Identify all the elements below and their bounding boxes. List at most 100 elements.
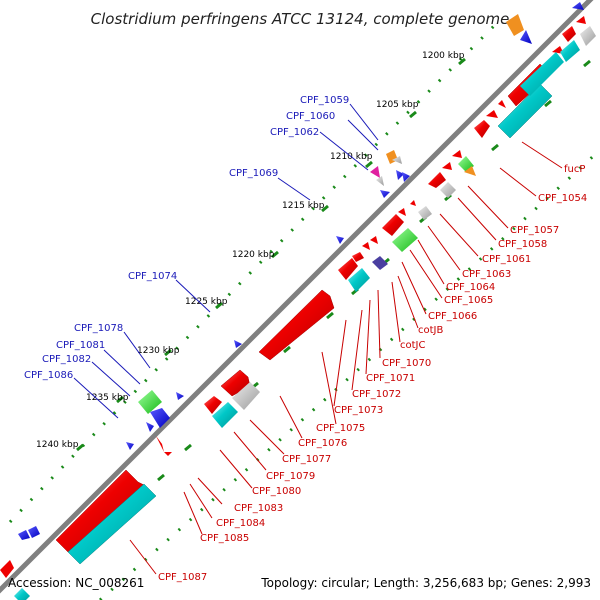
label-cotjc: cotJC [400, 340, 425, 351]
gene-cpf-1057 [442, 162, 452, 170]
label-fucp: fucP [564, 164, 585, 175]
gene-cpf-1071 [338, 258, 358, 280]
label-cpf-1064: CPF_1064 [446, 282, 495, 293]
outer-tick-ruler [8, 18, 502, 524]
gene-cpf-1058-gray [440, 182, 456, 198]
inner-tick-ruler [99, 148, 600, 600]
gene-cpf-1046-orange [506, 14, 524, 36]
label-cpf-1085: CPF_1085 [200, 533, 249, 544]
kbp-label-1235: 1235 kbp [86, 393, 129, 403]
gene-cpf-1062-blue [380, 190, 390, 198]
gene-cpf-1079 [156, 436, 164, 452]
kbp-label-1200: 1200 kbp [422, 51, 465, 61]
label-cpf-1060: CPF_1060 [286, 111, 335, 122]
left-leader-lines [73, 103, 379, 419]
gene-cpf-1088-blue-a [18, 530, 30, 540]
gene-cpf-1078-blue [176, 392, 184, 400]
label-cpf-1084: CPF_1084 [216, 518, 265, 529]
gene-cpf-1059-orange [386, 150, 398, 164]
gene-cpf-1061 [410, 200, 416, 206]
right-leader-lines [129, 141, 563, 575]
gene-cpf-1047-blue [520, 30, 532, 44]
reverse-strand-features [18, 2, 584, 540]
gene-cpf-1087-cyan [67, 483, 157, 565]
gene-cpf-1078-green [138, 390, 162, 414]
gene-cpf-1052-cyan [520, 52, 564, 96]
label-cpf-1070: CPF_1070 [382, 358, 431, 369]
gene-cpf-1062-pink [370, 166, 380, 178]
gene-cpf-1076-gray [232, 382, 260, 410]
gene-cpf-1059-blue [396, 170, 404, 180]
gene-cpf-1086-blue [126, 442, 134, 450]
label-cpf-1069: CPF_1069 [229, 168, 278, 179]
gene-cpf-1060-gray [392, 156, 402, 164]
gene-cpf-1049 [562, 26, 576, 42]
kbp-label-1220: 1220 kbp [232, 250, 275, 260]
gene-cpf-1081-blue [150, 408, 170, 428]
gene-cpf-1065 [392, 228, 418, 252]
misc-features [138, 14, 524, 414]
label-cpf-1073: CPF_1073 [334, 405, 383, 416]
label-cpf-1058: CPF_1058 [498, 239, 547, 250]
gene-cpf-1061-gray [418, 206, 432, 220]
label-cpf-1066: CPF_1066 [428, 311, 477, 322]
gene-cpf-1053 [486, 110, 498, 118]
gene-cpf-1060-blue [402, 172, 410, 182]
label-cpf-1062: CPF_1062 [270, 127, 319, 138]
gene-cpf-1049-gray [580, 26, 596, 46]
label-cpf-1077: CPF_1077 [282, 454, 331, 465]
gene-cpf-1048 [576, 16, 586, 24]
label-cpf-1075: CPF_1075 [316, 423, 365, 434]
label-cpf-1057: CPF_1057 [510, 225, 559, 236]
label-cotjb: cotJB [418, 325, 443, 336]
label-cpf-1072: CPF_1072 [352, 389, 401, 400]
gene-cpf-1063 [398, 208, 406, 216]
gene-cpf-1062-gray [376, 176, 384, 186]
label-cpf-1061: CPF_1061 [482, 254, 531, 265]
gene-cpf-1080 [164, 452, 172, 456]
label-cpf-1076: CPF_1076 [298, 438, 347, 449]
gene-cotjb [370, 236, 378, 244]
label-cpf-1083: CPF_1083 [234, 503, 283, 514]
label-cpf-1086: CPF_1086 [24, 370, 73, 381]
label-cpf-1054: CPF_1054 [538, 193, 587, 204]
gene-cpf-1089-cyan [14, 588, 30, 600]
label-cpf-1080: CPF_1080 [252, 486, 301, 497]
gene-cpf-1054-cyan [497, 83, 553, 139]
gene-cpf-1056-orange [464, 166, 476, 176]
gene-cotjc [362, 242, 370, 250]
gene-cpf-1052 [498, 100, 506, 108]
gene-cpf-1054 [474, 120, 490, 138]
gene-cpf-1066 [372, 256, 388, 270]
label-cpf-1065: CPF_1065 [444, 295, 493, 306]
label-cpf-1074: CPF_1074 [128, 271, 177, 282]
map-title: Clostridium perfringens ATCC 13124, comp… [91, 10, 510, 28]
gene-cpf-1088-blue-b [28, 526, 40, 538]
label-cpf-1078: CPF_1078 [74, 323, 123, 334]
inner-track-features [14, 26, 596, 600]
kbp-label-1240: 1240 kbp [36, 440, 79, 450]
label-cpf-1082: CPF_1082 [42, 354, 91, 365]
gene-cpf-1072-cyan [348, 268, 370, 292]
label-cpf-1059: CPF_1059 [300, 95, 349, 106]
gene-cpf-1076 [204, 396, 222, 414]
gene-cpf-1077-cyan [212, 402, 238, 428]
kbp-label-1225: 1225 kbp [185, 297, 228, 307]
kbp-label-1205: 1205 kbp [376, 100, 419, 110]
gene-cpf-1074-blue [234, 340, 242, 348]
gene-cpf-1064 [382, 214, 404, 236]
label-cpf-1071: CPF_1071 [366, 373, 415, 384]
gene-cpf-1055 [452, 150, 462, 158]
genome-summary-text: Topology: circular; Length: 3,256,683 bp… [260, 576, 591, 590]
label-cpf-1063: CPF_1063 [462, 269, 511, 280]
kbp-label-1215: 1215 kbp [282, 201, 325, 211]
gene-cpf-1082-blue [146, 422, 154, 432]
label-cpf-1079: CPF_1079 [266, 471, 315, 482]
gene-cpf-1088 [0, 560, 14, 578]
gene-cpf-1050-cyan [560, 40, 580, 62]
label-cpf-1087: CPF_1087 [158, 572, 207, 583]
gene-cpf-1070 [352, 252, 364, 262]
